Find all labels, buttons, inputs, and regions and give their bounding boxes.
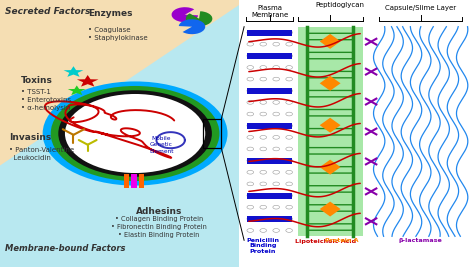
Text: Protein A: Protein A (325, 238, 359, 243)
Text: • TSST-1
• Enterotoxins
• α-hemolysin: • TSST-1 • Enterotoxins • α-hemolysin (21, 89, 72, 111)
Bar (247, 30, 292, 36)
Text: Adhesins: Adhesins (136, 207, 182, 216)
Wedge shape (186, 11, 212, 26)
Text: Peptidoglycan: Peptidoglycan (315, 2, 364, 8)
Bar (247, 88, 292, 94)
Circle shape (58, 90, 212, 177)
Polygon shape (0, 0, 246, 267)
Polygon shape (319, 202, 340, 217)
Bar (131, 174, 137, 188)
Text: Invasins: Invasins (9, 134, 52, 143)
Text: Capsule/Slime Layer: Capsule/Slime Layer (385, 5, 456, 11)
Text: • Panton-Valentine
  Leukocidin: • Panton-Valentine Leukocidin (9, 147, 74, 161)
Polygon shape (319, 118, 340, 133)
Bar (247, 158, 292, 164)
Bar (247, 216, 292, 222)
Wedge shape (172, 7, 198, 22)
Text: Toxins: Toxins (21, 76, 53, 85)
Text: Plasma
Membrane: Plasma Membrane (251, 5, 288, 18)
Circle shape (43, 81, 228, 186)
Bar (203, 119, 221, 148)
Bar (247, 193, 292, 199)
Circle shape (51, 86, 219, 181)
Text: Secreted Factors: Secreted Factors (5, 7, 90, 16)
Text: Penicillin
Binding
Protein: Penicillin Binding Protein (246, 238, 279, 254)
Polygon shape (319, 160, 340, 175)
Bar (247, 123, 292, 129)
Text: • Collagen Binding Protein
• Fibronectin Binding Protein
• Elastin Binding Prote: • Collagen Binding Protein • Fibronectin… (111, 216, 207, 238)
Text: • Coagulase
• Staphylokinase: • Coagulase • Staphylokinase (88, 27, 147, 41)
Text: β-lactamase: β-lactamase (399, 238, 443, 243)
Bar (124, 174, 129, 188)
Text: Enzymes: Enzymes (88, 9, 132, 18)
Bar (139, 174, 144, 188)
Circle shape (65, 94, 205, 173)
Polygon shape (77, 75, 99, 87)
Polygon shape (64, 66, 83, 77)
Wedge shape (179, 19, 205, 34)
Text: Lipoteichoic Acid: Lipoteichoic Acid (295, 239, 356, 245)
Text: Membrane-bound Factors: Membrane-bound Factors (5, 244, 125, 253)
Polygon shape (319, 34, 340, 49)
Text: Mobile
Genetic
Element: Mobile Genetic Element (149, 136, 173, 154)
Polygon shape (68, 85, 86, 95)
Bar (239, 0, 474, 267)
Bar (298, 27, 363, 236)
Bar (247, 53, 292, 59)
Polygon shape (319, 76, 340, 91)
